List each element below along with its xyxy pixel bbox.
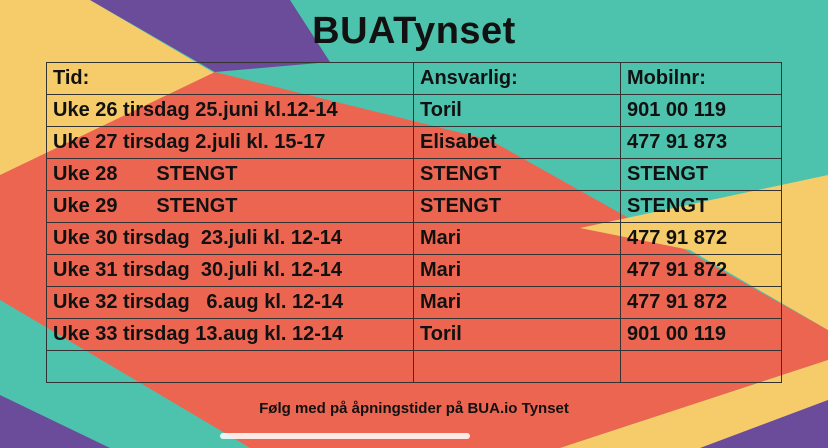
cell-mobile: 901 00 119 <box>620 94 782 127</box>
table-row: Uke 33 tirsdag 13.aug kl. 12-14 Toril 90… <box>46 318 782 351</box>
table-row: Uke 26 tirsdag 25.juni kl.12-14 Toril 90… <box>46 94 782 127</box>
cell-time: Uke 27 tirsdag 2.juli kl. 15-17 <box>46 126 414 159</box>
header-responsible: Ansvarlig: <box>413 62 621 95</box>
table-row: Uke 32 tirsdag 6.aug kl. 12-14 Mari 477 … <box>46 286 782 319</box>
cell-time: Uke 26 tirsdag 25.juni kl.12-14 <box>46 94 414 127</box>
table-row: Uke 29 STENGT STENGT STENGT <box>46 190 782 223</box>
cell-time: Uke 30 tirsdag 23.juli kl. 12-14 <box>46 222 414 255</box>
table-row-empty <box>46 350 782 383</box>
cell-mobile: 901 00 119 <box>620 318 782 351</box>
cell-time: Uke 31 tirsdag 30.juli kl. 12-14 <box>46 254 414 287</box>
cell-time: Uke 33 tirsdag 13.aug kl. 12-14 <box>46 318 414 351</box>
cell-mobile <box>620 350 782 383</box>
table-header-row: Tid: Ansvarlig: Mobilnr: <box>46 62 782 95</box>
header-time: Tid: <box>46 62 414 95</box>
header-mobile: Mobilnr: <box>620 62 782 95</box>
cell-responsible: STENGT <box>413 158 621 191</box>
cell-time: Uke 29 STENGT <box>46 190 414 223</box>
cell-mobile: 477 91 872 <box>620 222 782 255</box>
cell-mobile: STENGT <box>620 190 782 223</box>
home-indicator[interactable] <box>220 433 470 439</box>
footer-note: Følg med på åpningstider på BUA.io Tynse… <box>259 400 569 417</box>
cell-mobile: 477 91 872 <box>620 286 782 319</box>
cell-responsible: Mari <box>413 254 621 287</box>
cell-responsible <box>413 350 621 383</box>
cell-mobile: STENGT <box>620 158 782 191</box>
cell-responsible: Elisabet <box>413 126 621 159</box>
cell-time: Uke 28 STENGT <box>46 158 414 191</box>
schedule-table: Tid: Ansvarlig: Mobilnr: Uke 26 tirsdag … <box>46 62 782 383</box>
cell-mobile: 477 91 872 <box>620 254 782 287</box>
cell-mobile: 477 91 873 <box>620 126 782 159</box>
table-row: Uke 30 tirsdag 23.juli kl. 12-14 Mari 47… <box>46 222 782 255</box>
cell-responsible: Toril <box>413 94 621 127</box>
cell-responsible: Mari <box>413 222 621 255</box>
page-title: BUATynset <box>312 10 516 52</box>
table-row: Uke 28 STENGT STENGT STENGT <box>46 158 782 191</box>
table-row: Uke 27 tirsdag 2.juli kl. 15-17 Elisabet… <box>46 126 782 159</box>
cell-responsible: Toril <box>413 318 621 351</box>
cell-responsible: STENGT <box>413 190 621 223</box>
table-row: Uke 31 tirsdag 30.juli kl. 12-14 Mari 47… <box>46 254 782 287</box>
cell-responsible: Mari <box>413 286 621 319</box>
cell-time <box>46 350 414 383</box>
cell-time: Uke 32 tirsdag 6.aug kl. 12-14 <box>46 286 414 319</box>
